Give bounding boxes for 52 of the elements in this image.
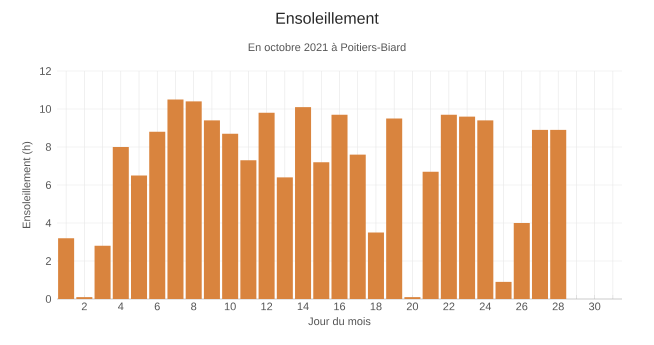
x-tick-label: 8 (191, 302, 196, 310)
bar (167, 99, 184, 299)
x-tick-label: 10 (224, 302, 236, 310)
y-tick-label: 12 (40, 67, 51, 75)
bar (550, 130, 566, 299)
y-tick-label: 4 (46, 219, 52, 227)
bar (258, 112, 275, 299)
y-axis-title: Ensoleillement (h) (22, 142, 32, 228)
x-tick-label: 14 (298, 302, 309, 310)
x-tick-label: 24 (480, 302, 492, 310)
bar (240, 160, 256, 299)
bar (186, 101, 202, 299)
bar (368, 232, 384, 299)
bar (532, 130, 548, 299)
x-tick-label: 28 (552, 302, 564, 310)
x-tick-label: 2 (82, 302, 87, 310)
bar (514, 223, 530, 299)
bar (496, 282, 512, 299)
bar (422, 172, 439, 299)
bar (94, 246, 111, 299)
x-tick-label: 4 (118, 302, 124, 310)
bar (276, 177, 293, 299)
x-tick-label: 6 (154, 302, 160, 310)
y-tick-label: 6 (46, 181, 51, 189)
bar (149, 132, 166, 299)
y-tick-label: 10 (40, 105, 52, 113)
bar (130, 176, 148, 299)
x-tick-label: 20 (406, 302, 418, 310)
y-tick-label: 0 (46, 295, 52, 303)
bar (386, 118, 402, 299)
x-tick-label: 26 (516, 302, 528, 310)
bar (58, 238, 74, 299)
x-tick-label: 22 (443, 302, 454, 310)
bar (204, 120, 220, 299)
bar (477, 120, 494, 299)
bar (459, 116, 476, 299)
x-axis-title: Jour du mois (308, 317, 370, 326)
chart-subtitle: En octobre 2021 à Poitiers-Biard (248, 42, 406, 52)
bar (331, 114, 348, 299)
x-tick-label: 16 (334, 302, 346, 310)
bar (112, 147, 129, 299)
y-tick-label: 8 (46, 143, 51, 151)
bar (440, 114, 457, 299)
x-tick-label: 30 (588, 302, 600, 310)
chart-title: Ensoleillement (276, 12, 379, 24)
bar (313, 162, 330, 299)
bar (350, 154, 366, 299)
x-tick-label: 12 (261, 302, 272, 310)
y-tick-label: 2 (46, 257, 51, 265)
x-tick-label: 18 (370, 302, 382, 310)
bar (295, 107, 312, 299)
bar (222, 134, 238, 299)
